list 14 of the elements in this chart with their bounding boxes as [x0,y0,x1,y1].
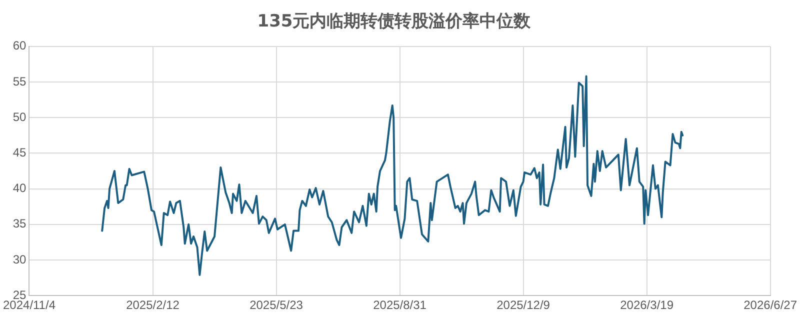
y-tick-label: 55 [12,74,27,88]
y-tick-label: 40 [12,181,27,196]
y-tick-label: 35 [12,216,27,231]
y-tick-label: 30 [12,252,27,266]
x-tick-label: 2025/8/31 [373,298,427,312]
x-tick-label: 2025/2/12 [126,298,180,312]
x-tick-label: 2025/5/23 [250,298,304,312]
x-tick-label: 2025/12/9 [496,298,550,312]
y-tick-label: 50 [12,110,27,124]
y-tick-label: 60 [12,38,27,53]
chart-title: 135元内临期转债转股溢价率中位数 [257,12,532,32]
x-tick-label: 2026/3/19 [620,298,674,312]
y-tick-label: 45 [12,146,27,160]
x-tick-label: 2026/6/27 [744,298,798,312]
